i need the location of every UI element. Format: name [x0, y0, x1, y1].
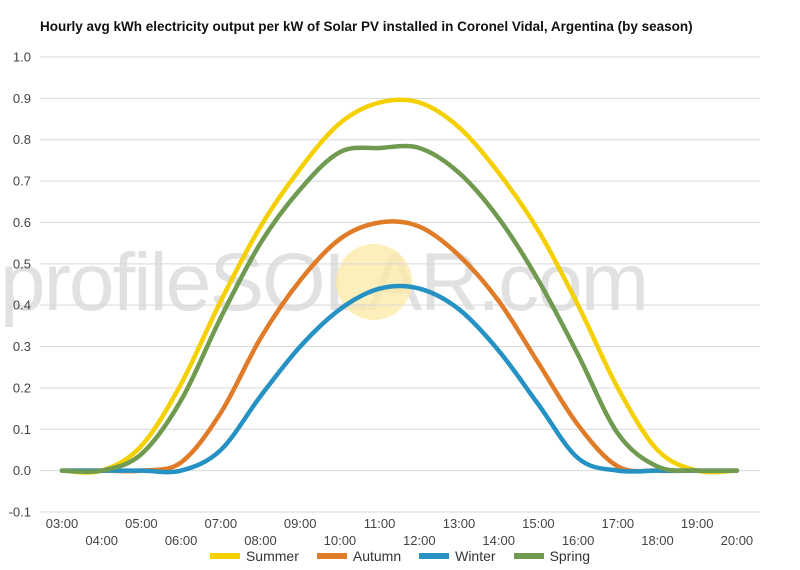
x-tick-label: 03:00 [46, 516, 79, 531]
x-tick-label: 04:00 [85, 533, 118, 548]
x-tick-label: 09:00 [284, 516, 317, 531]
series-line-summer [59, 97, 740, 475]
y-tick-label: 1.0 [13, 50, 31, 65]
y-tick-label: 0.3 [13, 339, 31, 354]
x-tick-label: 13:00 [443, 516, 476, 531]
y-axis-ticks: 1.0 0.9 0.8 0.7 0.6 0.5 0.4 0.3 0.2 0.1 0.0 -0.1 [9, 50, 31, 520]
x-tick-label: 15:00 [522, 516, 555, 531]
legend-label: Autumn [352, 548, 402, 564]
x-tick-label: 16:00 [562, 533, 595, 548]
x-tick-label: 12:00 [403, 533, 436, 548]
y-tick-label: 0.5 [13, 256, 31, 271]
y-tick-label: 0.0 [13, 463, 31, 478]
legend-label: Spring [549, 548, 591, 564]
x-tick-label: 10:00 [324, 533, 357, 548]
legend-label: Winter [455, 548, 496, 564]
y-tick-label: -0.1 [9, 505, 31, 520]
x-tick-label: 11:00 [364, 516, 396, 531]
y-tick-label: 0.6 [13, 215, 31, 230]
x-tick-label: 06:00 [165, 533, 198, 548]
x-tick-label: 08:00 [244, 533, 277, 548]
x-tick-label: 05:00 [125, 516, 158, 531]
y-tick-label: 0.1 [13, 422, 31, 437]
y-tick-label: 0.7 [13, 174, 31, 189]
x-tick-label: 07:00 [205, 516, 238, 531]
legend-swatch [419, 553, 450, 559]
x-tick-label: 20:00 [721, 533, 754, 548]
y-tick-label: 0.8 [13, 132, 31, 147]
legend-item-autumn[interactable]: Autumn [316, 548, 402, 564]
chart-title: Hourly avg kWh electricity output per kW… [40, 19, 693, 34]
legend-swatch [513, 553, 544, 559]
series-line-spring [59, 143, 740, 475]
legend-label: Summer [245, 548, 299, 564]
y-tick-label: 0.4 [13, 298, 31, 313]
x-tick-label: 14:00 [482, 533, 515, 548]
legend-item-summer[interactable]: Summer [209, 548, 299, 564]
legend-item-winter[interactable]: Winter [419, 548, 496, 564]
x-axis-ticks: 03:00 04:00 05:00 06:00 07:00 08:00 09:00 10:00… [46, 516, 753, 548]
watermark-sun-icon [336, 244, 412, 320]
legend-swatch [209, 553, 240, 559]
series-line-autumn [59, 219, 740, 474]
x-tick-label: 18:00 [641, 533, 674, 548]
series-lines [59, 97, 740, 475]
series-line-winter [59, 283, 740, 475]
legend: Summer Autumn Winter Spring [0, 548, 800, 564]
legend-swatch [316, 553, 347, 559]
x-tick-label: 17:00 [602, 516, 635, 531]
legend-item-spring[interactable]: Spring [513, 548, 591, 564]
y-tick-label: 0.9 [13, 91, 31, 106]
x-tick-label: 19:00 [681, 516, 714, 531]
y-tick-label: 0.2 [13, 380, 31, 395]
